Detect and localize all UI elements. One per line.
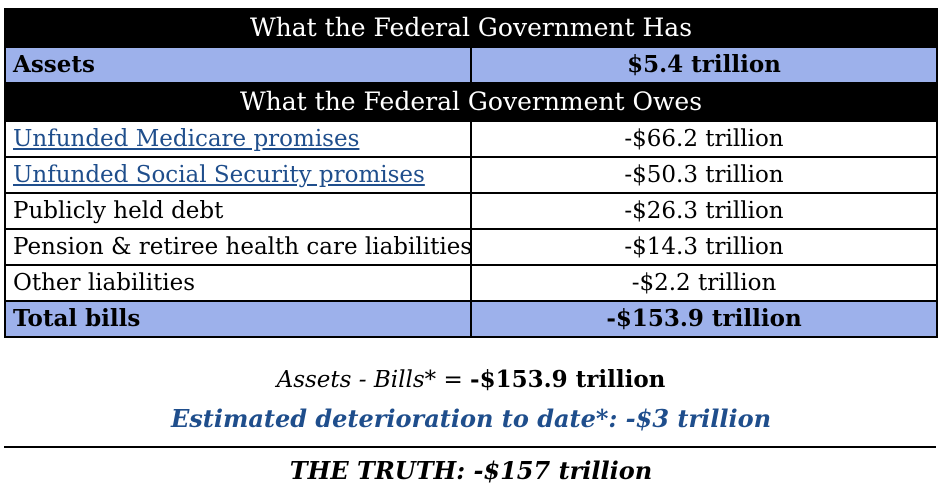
row-label-cell: Unfunded Medicare promises <box>4 120 472 158</box>
equation-line: Assets - Bills* = -$153.9 trillion <box>0 366 942 393</box>
equation-result: -$153.9 trillion <box>470 366 666 393</box>
equation-equals: = <box>436 367 471 393</box>
row-value: -$14.3 trillion <box>469 228 939 266</box>
truth-line: THE TRUTH: -$157 trillion <box>289 456 653 485</box>
row-label: Other liabilities <box>4 264 472 302</box>
row-value: -$26.3 trillion <box>469 192 939 230</box>
social-security-link[interactable]: Unfunded Social Security promises <box>13 162 425 188</box>
table-row: Publicly held debt -$26.3 trillion <box>4 192 939 230</box>
table-row: Pension & retiree health care liabilitie… <box>4 228 939 266</box>
table-row: Unfunded Social Security promises -$50.3… <box>4 156 939 194</box>
total-label: Total bills <box>4 300 472 338</box>
medicare-link[interactable]: Unfunded Medicare promises <box>13 126 360 152</box>
assets-label: Assets <box>4 46 472 84</box>
owes-header-row: What the Federal Government Owes <box>3 82 939 122</box>
table-row: Other liabilities -$2.2 trillion <box>4 264 939 302</box>
deterioration-note: Estimated deterioration to date*: -$3 tr… <box>170 404 772 433</box>
equation-lhs: Assets - Bills* <box>276 367 437 393</box>
divider <box>4 446 936 448</box>
table-row: Unfunded Medicare promises -$66.2 trilli… <box>4 120 939 158</box>
has-header-row: What the Federal Government Has <box>3 8 939 48</box>
row-value: -$66.2 trillion <box>469 120 939 158</box>
row-label: Pension & retiree health care liabilitie… <box>4 228 472 266</box>
total-value: -$153.9 trillion <box>469 300 939 338</box>
has-header: What the Federal Government Has <box>3 8 939 48</box>
row-value: -$50.3 trillion <box>469 156 939 194</box>
assets-value: $5.4 trillion <box>469 46 939 84</box>
federal-balance-table: What the Federal Government Has Assets $… <box>3 8 939 338</box>
total-row: Total bills -$153.9 trillion <box>4 300 939 338</box>
assets-row: Assets $5.4 trillion <box>4 46 939 84</box>
row-label-cell: Unfunded Social Security promises <box>4 156 472 194</box>
row-label: Publicly held debt <box>4 192 472 230</box>
row-value: -$2.2 trillion <box>469 264 939 302</box>
owes-header: What the Federal Government Owes <box>3 82 939 122</box>
